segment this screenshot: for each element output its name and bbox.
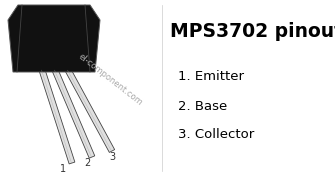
Text: 1: 1 <box>60 164 66 174</box>
Text: 3: 3 <box>109 152 115 162</box>
Polygon shape <box>8 5 100 72</box>
Text: el-component.com: el-component.com <box>76 52 144 108</box>
Text: 2: 2 <box>84 158 90 168</box>
Polygon shape <box>65 69 115 152</box>
Polygon shape <box>39 69 75 164</box>
Text: 3. Collector: 3. Collector <box>178 128 254 141</box>
Text: 1. Emitter: 1. Emitter <box>178 70 244 83</box>
Text: 2. Base: 2. Base <box>178 100 227 113</box>
Polygon shape <box>52 69 95 158</box>
Text: MPS3702 pinout: MPS3702 pinout <box>170 22 335 41</box>
